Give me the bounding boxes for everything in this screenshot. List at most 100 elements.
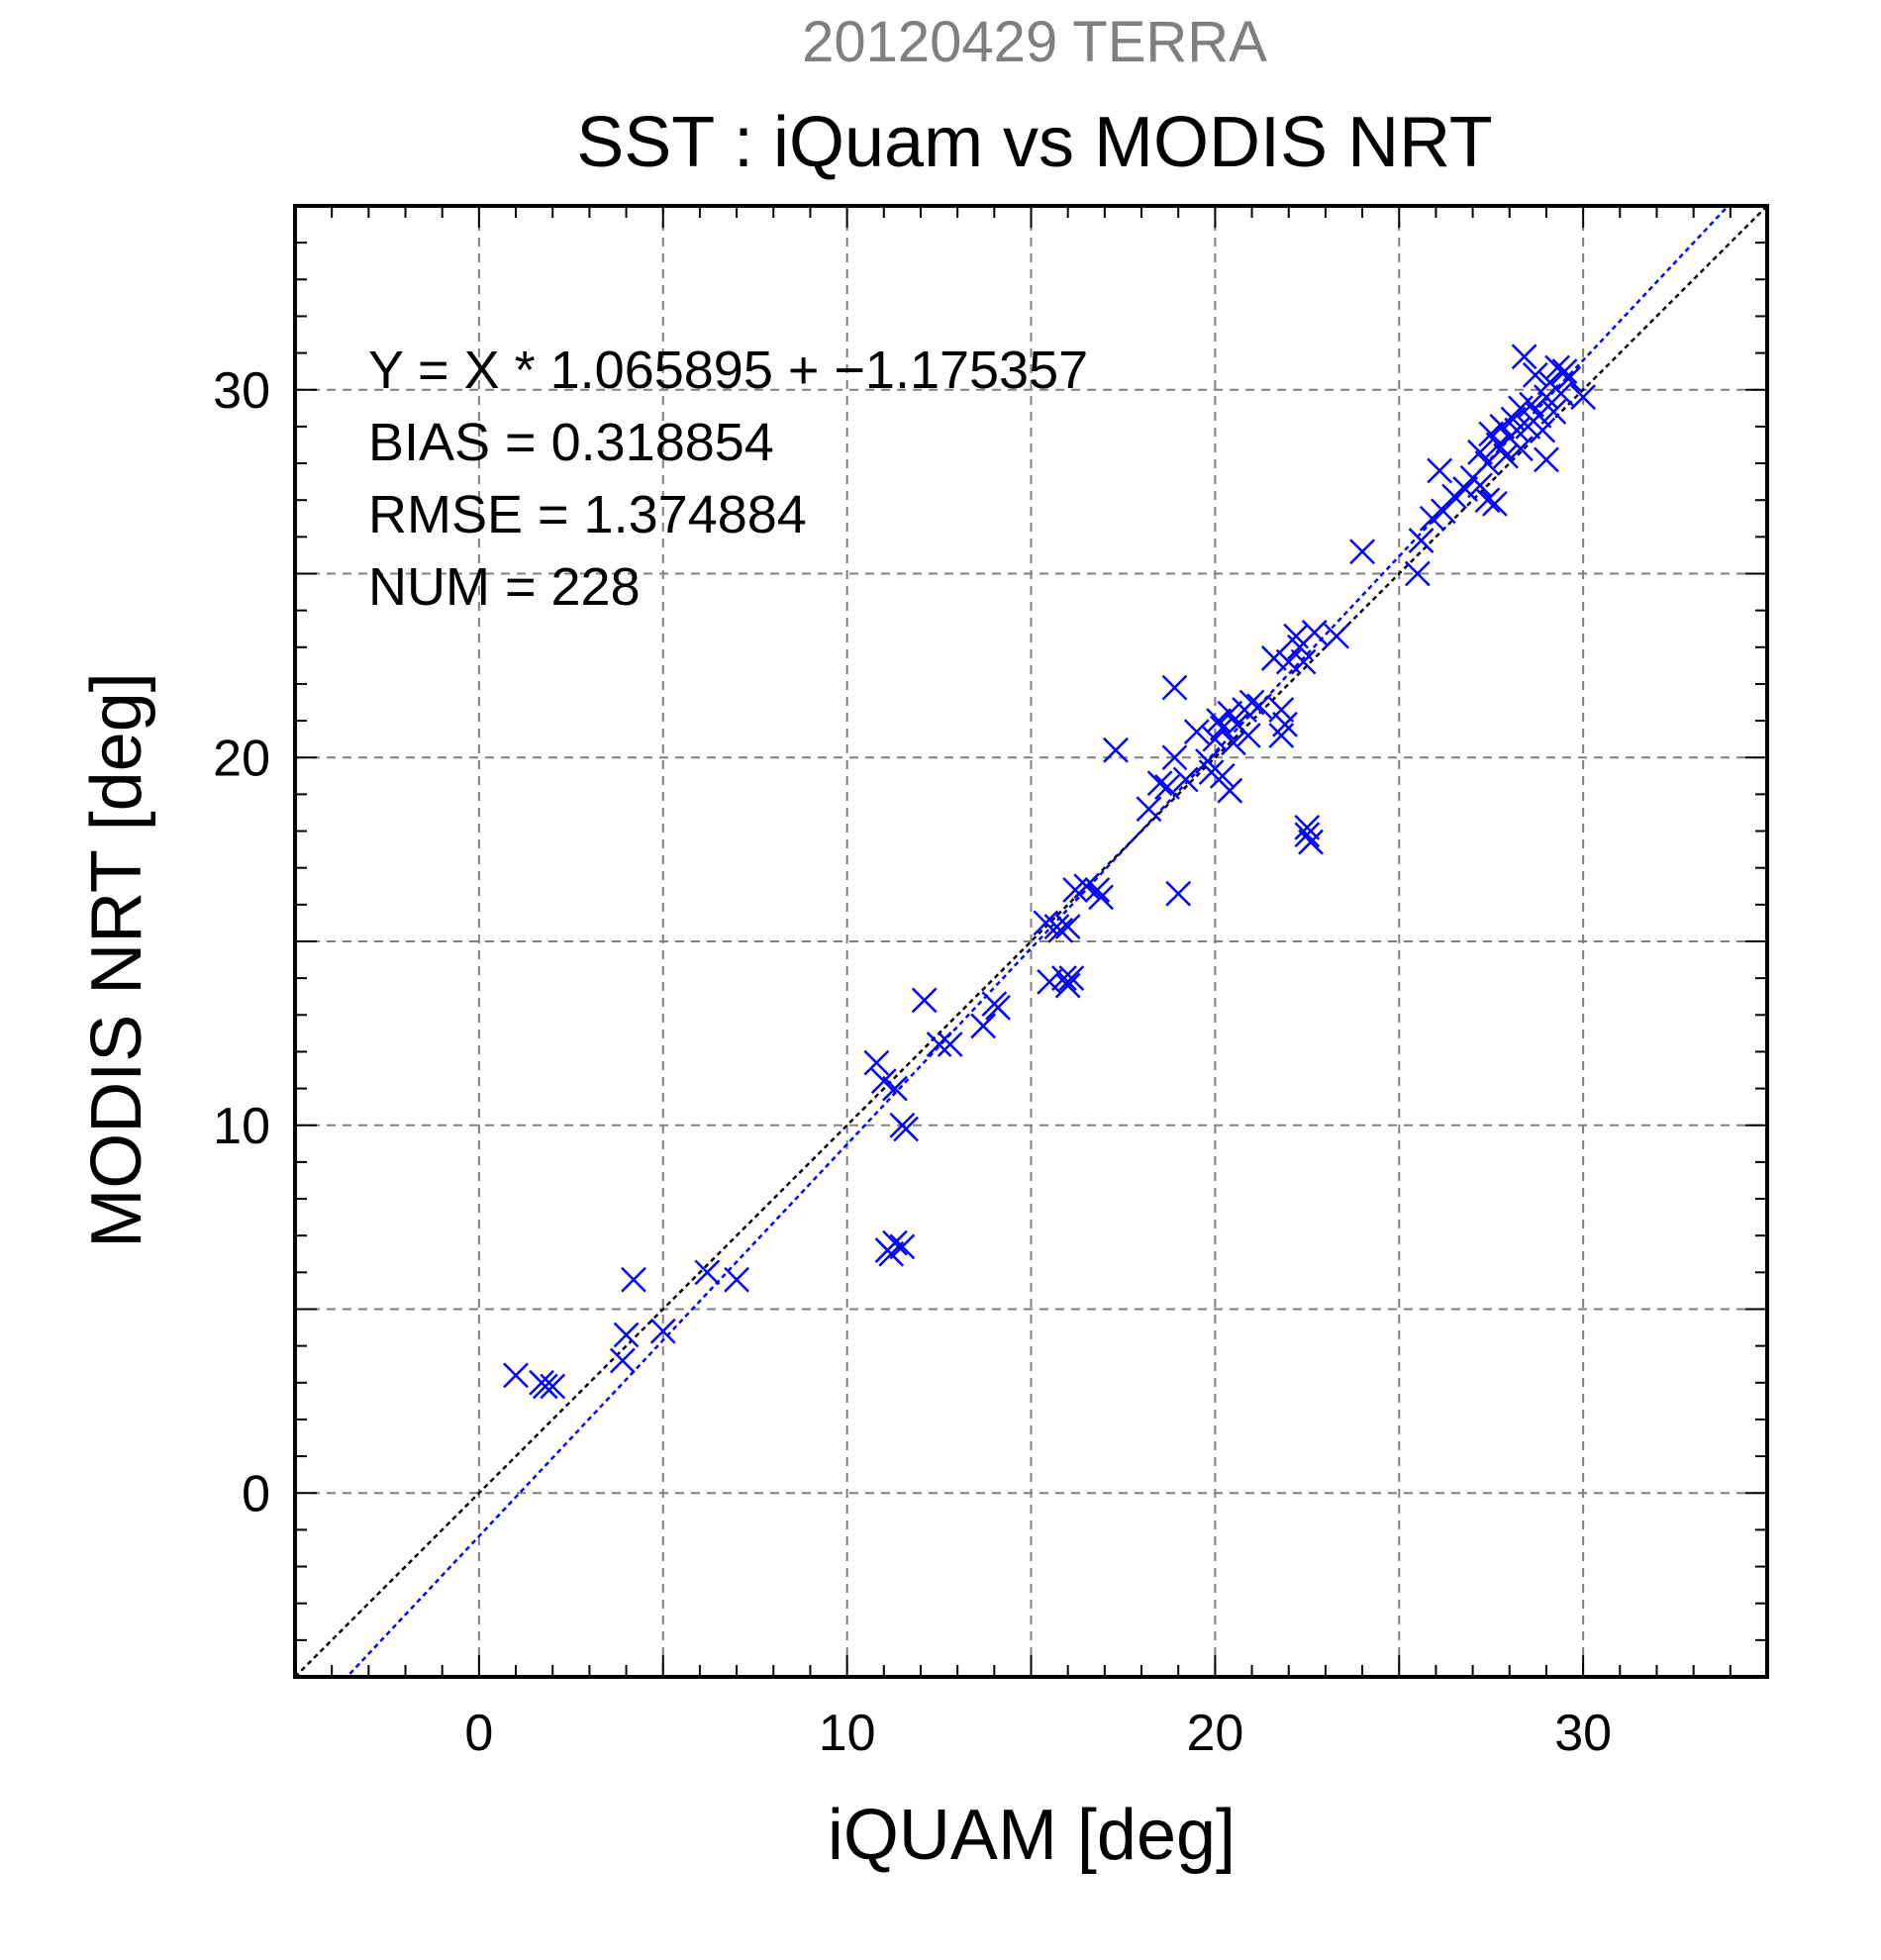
scatter-point <box>1301 620 1328 645</box>
scatter-point <box>1217 700 1243 727</box>
scatter-point <box>1037 968 1062 995</box>
scatter-point <box>893 1116 919 1142</box>
scatter-point <box>1161 744 1188 771</box>
scatter-point <box>1482 491 1508 517</box>
scatter-point <box>1547 380 1574 407</box>
scatter-point <box>1103 736 1129 763</box>
scatter-point <box>1154 774 1180 800</box>
scatter-point <box>1555 365 1582 392</box>
scatter-point <box>882 1075 908 1102</box>
scatter-point <box>1054 972 1081 999</box>
scatter-point <box>1161 674 1188 701</box>
scatter-point <box>1511 343 1537 370</box>
scatter-point <box>540 1373 566 1400</box>
scatter-point <box>1349 539 1375 565</box>
scatter-point <box>1246 693 1272 720</box>
stat-line: Y = X * 1.065895 + −1.175357 <box>368 341 1088 400</box>
scatter-point <box>1530 417 1556 443</box>
scatter-point <box>1268 697 1295 723</box>
y-tick-label: 30 <box>213 362 270 420</box>
scatter-point <box>1452 476 1479 502</box>
x-tick-label: 10 <box>819 1705 876 1762</box>
x-axis-label: iQUAM [deg] <box>828 1796 1236 1875</box>
scatter-point <box>1088 884 1115 911</box>
scatter-point <box>1172 766 1199 793</box>
stat-line: RMSE = 1.374884 <box>368 485 807 544</box>
scatter-point <box>724 1266 749 1293</box>
y-tick-labels: 0 10 20 30 <box>213 362 270 1523</box>
scatter-point <box>503 1362 529 1389</box>
scatter-point <box>1430 498 1456 525</box>
scatter-point <box>1427 457 1453 484</box>
scatter-point <box>1570 384 1597 411</box>
scatter-point <box>1467 440 1493 465</box>
scatter-point <box>985 994 1011 1021</box>
scatter-point <box>1209 762 1236 789</box>
plot-frame <box>293 204 1769 1679</box>
scatter-point <box>1519 391 1544 418</box>
scatter-point <box>1275 648 1302 675</box>
y-tick-label: 10 <box>213 1098 270 1155</box>
scatter-point <box>1260 645 1287 671</box>
scatter-point <box>1474 450 1501 476</box>
scatter-point <box>609 1347 636 1374</box>
scatter-point <box>1534 384 1559 411</box>
scatter-point <box>1209 715 1236 741</box>
scatter-point <box>882 1229 908 1256</box>
y-axis-label: MODIS NRT [deg] <box>77 672 156 1248</box>
x-tick-label: 20 <box>1186 1705 1243 1762</box>
y-tick-label: 0 <box>242 1465 270 1522</box>
chart-title: SST : iQuam vs MODIS NRT <box>576 103 1493 182</box>
x-tick-label: 30 <box>1554 1705 1612 1762</box>
scatter-point <box>1058 965 1085 992</box>
scatter-point <box>870 1068 897 1095</box>
grid-lines <box>295 206 1767 1677</box>
scatter-point <box>970 1013 997 1039</box>
scatter-point <box>621 1266 646 1293</box>
scatter-point <box>1508 436 1534 462</box>
scatter-point <box>532 1373 558 1400</box>
scatter-point <box>1534 446 1559 473</box>
scatter-point <box>1183 719 1210 745</box>
scatter-point <box>889 1233 916 1260</box>
scatter-point <box>1051 965 1077 992</box>
scatter-point <box>649 1318 676 1344</box>
scatter-points <box>503 343 1597 1400</box>
scatter-point <box>1272 711 1298 737</box>
scatter-point <box>1165 880 1192 907</box>
scatter-point <box>911 987 938 1014</box>
scatter-point <box>1474 487 1501 514</box>
scatter-point <box>1467 472 1493 499</box>
scatter-point <box>1526 402 1552 429</box>
scatter-point <box>1235 723 1261 748</box>
scatter-point <box>1294 822 1321 848</box>
scatter-point <box>1551 358 1578 385</box>
scatter-point <box>1084 877 1111 903</box>
scatter-point <box>937 1031 963 1057</box>
scatter-point <box>863 1049 890 1076</box>
x-tick-label: 0 <box>464 1705 493 1762</box>
scatter-point <box>1047 917 1074 943</box>
scatter-point <box>926 1031 952 1057</box>
scatter-point <box>1540 399 1567 425</box>
scatter-point <box>1054 914 1081 940</box>
scatter-point <box>1298 829 1324 855</box>
scatter-point <box>613 1322 640 1348</box>
scatter-point <box>1324 623 1349 649</box>
y-tick-label: 20 <box>213 730 270 787</box>
scatter-point <box>1217 777 1243 804</box>
scatter-point <box>1404 560 1431 587</box>
scatter-point <box>1206 708 1232 734</box>
chart-header: 20120429 TERRA <box>802 10 1267 74</box>
scatter-point <box>1146 770 1173 797</box>
scatter-point <box>1290 648 1317 675</box>
stat-line: NUM = 228 <box>368 557 641 617</box>
scatter-point <box>1294 814 1321 840</box>
scatter-point <box>1238 689 1265 716</box>
scatter-point <box>1136 796 1162 823</box>
scatter-point <box>1408 528 1435 553</box>
fit-statistics: Y = X * 1.065895 + −1.175357 BIAS = 0.318… <box>368 341 1088 617</box>
scatter-point <box>1522 362 1548 388</box>
scatter-point <box>694 1259 721 1286</box>
